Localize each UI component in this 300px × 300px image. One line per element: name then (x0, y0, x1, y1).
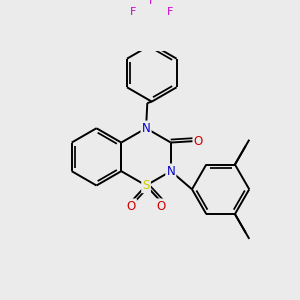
Text: O: O (194, 135, 203, 148)
Text: O: O (156, 200, 166, 213)
Text: S: S (142, 179, 150, 192)
Text: N: N (142, 122, 150, 135)
Text: F: F (148, 0, 155, 6)
Text: F: F (130, 7, 136, 17)
Text: N: N (167, 165, 175, 178)
Text: F: F (167, 7, 174, 17)
Text: O: O (127, 200, 136, 213)
